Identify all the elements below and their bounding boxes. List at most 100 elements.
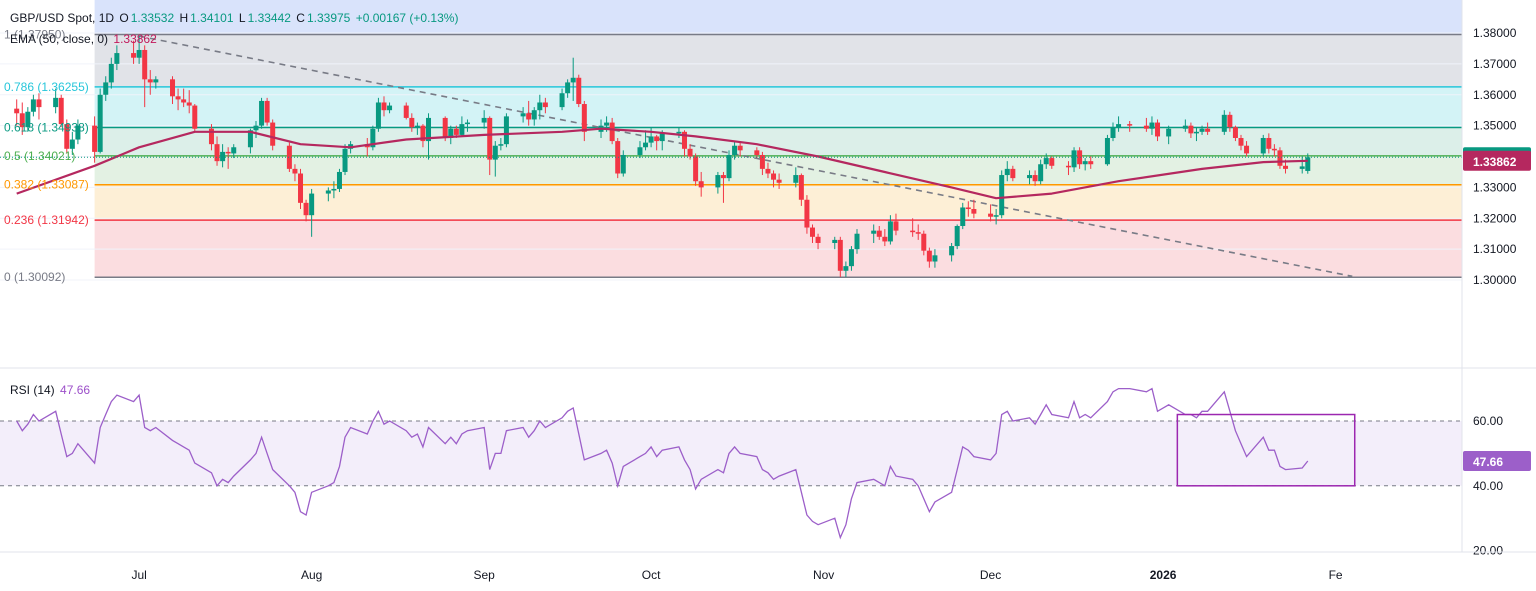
candle [1221,110,1227,135]
candle [732,141,738,160]
time-tick-label: Oct [642,568,661,582]
candle-body [420,125,426,142]
candle-body [887,221,893,242]
candle-body [1227,114,1233,128]
candle [637,141,643,159]
candle-body [247,130,253,148]
candle [910,218,916,237]
candle-body [1149,122,1155,129]
candle [1238,134,1244,151]
close-label: C [296,11,305,25]
candle [487,116,493,176]
candles-layer [14,36,1311,277]
candle-body [503,116,509,145]
candle-body [771,173,777,180]
candle-body [932,255,938,262]
candle-body [103,82,109,95]
candle-body [1299,166,1305,169]
candle [1271,144,1277,157]
candle [420,124,426,148]
candle-body [609,122,615,142]
price-tick-label: 1.30000 [1473,273,1517,287]
ema-line [16,127,1308,200]
candle-body [804,199,810,228]
symbol-name[interactable]: GBP/USD Spot, 1D [10,11,115,25]
fib-label: 0.382 (1.33087) [4,178,89,192]
candle-body [815,236,821,243]
candle [537,94,543,120]
candle-body [1199,128,1205,132]
candle-body [1065,165,1071,168]
candle [36,93,42,120]
candle-body [1143,125,1149,129]
candle [114,45,120,71]
candle-body [403,105,409,118]
fib-band [94,86,1463,128]
candle [1082,158,1088,171]
candle [615,137,621,179]
candle-body [1032,175,1038,182]
candle [19,102,25,135]
candle-body [1082,161,1088,165]
candle [809,224,815,243]
candle-body [381,102,387,111]
candle [887,215,893,245]
candle-body [1166,128,1172,137]
candle-body [253,125,259,131]
candle-body [1071,150,1077,168]
candle [932,249,938,268]
candle-body [131,53,137,58]
candle [225,147,231,169]
candle-body [565,82,571,94]
candle [53,88,59,114]
candle [921,230,927,256]
candle [25,107,31,132]
time-tick-label: Sep [473,568,495,582]
candle-body [170,79,176,97]
candle-body [1271,148,1277,151]
rsi-label[interactable]: RSI (14) [10,383,55,397]
rsi-layer [0,387,1462,540]
trendline-layer [138,35,1353,278]
fib-bands [94,0,1463,278]
low-label: L [238,11,246,25]
ema-price-tag-bg [1463,150,1531,171]
candle-body [1004,168,1010,176]
candle [214,136,220,166]
candle [542,97,548,114]
candle [882,229,888,247]
fib-band-top [94,0,1463,35]
candle [1266,133,1272,154]
candle [97,88,103,154]
candle-body [1110,127,1116,138]
candle-body [259,100,265,126]
candle [1077,147,1083,169]
candle [58,94,64,128]
fib-labels: 1 (1.37950) 0.786 (1.36255) 0.618 (1.34938… [4,28,89,285]
candle-body [648,136,654,143]
candle [1277,147,1283,169]
candle-body [1038,164,1044,182]
candle [698,171,704,197]
candle [526,100,532,126]
candle [1088,156,1094,169]
candle [75,119,81,145]
candle-body [837,239,843,271]
candle [381,96,387,117]
candle-body [659,133,665,142]
candle [960,202,966,230]
ema-label[interactable]: EMA (50, close, 0) [10,32,109,46]
candle [876,226,882,240]
candle [871,224,877,243]
price-tick-label: 1.35000 [1473,119,1517,133]
candle [92,116,98,163]
candle-body [949,246,955,256]
candle-body [654,136,660,142]
candle-body [720,175,726,179]
candle [264,97,270,126]
candle-body [114,53,120,64]
candle-body [1244,145,1250,154]
candle [69,131,75,155]
candle-body [1104,137,1110,165]
